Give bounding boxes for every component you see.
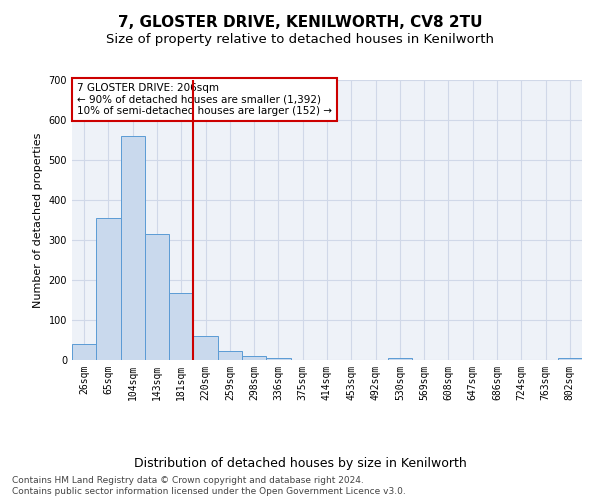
Bar [558, 358, 582, 360]
Text: 7, GLOSTER DRIVE, KENILWORTH, CV8 2TU: 7, GLOSTER DRIVE, KENILWORTH, CV8 2TU [118, 15, 482, 30]
Bar [193, 336, 218, 360]
Bar [242, 356, 266, 360]
Text: Contains HM Land Registry data © Crown copyright and database right 2024.: Contains HM Land Registry data © Crown c… [12, 476, 364, 485]
Bar [266, 358, 290, 360]
Bar [145, 234, 169, 360]
Text: Distribution of detached houses by size in Kenilworth: Distribution of detached houses by size … [134, 458, 466, 470]
Bar [96, 218, 121, 360]
Bar [218, 351, 242, 360]
Bar [388, 358, 412, 360]
Text: 7 GLOSTER DRIVE: 206sqm
← 90% of detached houses are smaller (1,392)
10% of semi: 7 GLOSTER DRIVE: 206sqm ← 90% of detache… [77, 83, 332, 116]
Bar [72, 344, 96, 360]
Bar [121, 136, 145, 360]
Text: Contains public sector information licensed under the Open Government Licence v3: Contains public sector information licen… [12, 488, 406, 496]
Bar [169, 293, 193, 360]
Text: Size of property relative to detached houses in Kenilworth: Size of property relative to detached ho… [106, 32, 494, 46]
Y-axis label: Number of detached properties: Number of detached properties [33, 132, 43, 308]
